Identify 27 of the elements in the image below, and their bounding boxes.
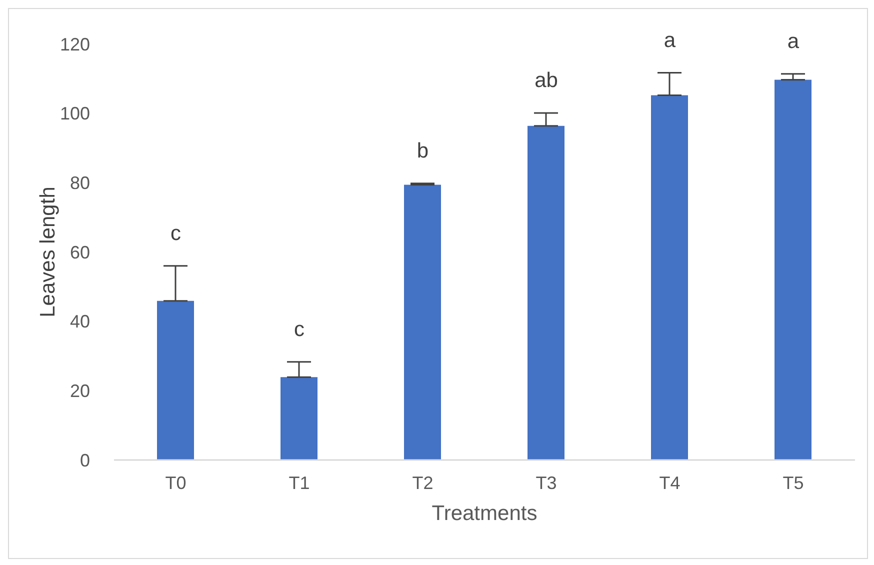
x-tick-label: T1 [288,472,310,493]
bar [774,80,812,460]
y-tick-label: 0 [80,450,90,470]
bar [528,126,564,460]
y-tick-label: 120 [60,34,90,54]
y-tick-label: 20 [70,381,90,402]
annotation: a [787,30,800,53]
x-tick-label: T2 [412,472,434,493]
x-tick-label: T4 [659,472,680,493]
bar [651,95,688,460]
annotation: c [294,318,304,341]
y-axis-title: Leaves length [36,186,60,318]
y-tick-label: 40 [70,312,90,332]
annotation: c [170,222,181,245]
y-tick-label: 80 [70,173,90,194]
x-tick-label: T0 [165,472,186,493]
bar [280,377,318,460]
x-axis-title: Treatments [432,502,538,525]
annotation: ab [534,68,558,92]
annotation: a [664,28,676,52]
bar [404,184,441,460]
y-tick-label: 60 [70,242,90,262]
annotation: b [416,139,429,162]
bar [157,300,194,460]
y-tick-label: 100 [60,104,90,124]
x-tick-label: T3 [536,472,557,493]
x-tick-label: T5 [782,472,804,493]
